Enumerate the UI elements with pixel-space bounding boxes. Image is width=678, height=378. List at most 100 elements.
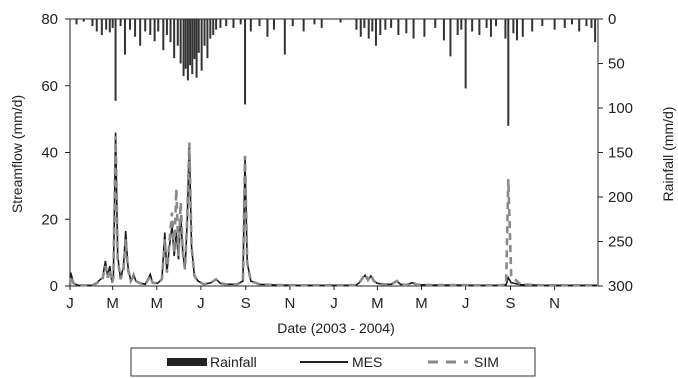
rainfall-bar: [521, 19, 524, 37]
rainfall-bar: [162, 19, 165, 51]
rainfall-bar: [397, 19, 400, 36]
rainfall-bar: [184, 19, 187, 69]
rainfall-bar: [541, 19, 544, 27]
rainfall-bar: [232, 19, 235, 28]
left-axis-tick-label: 0: [50, 278, 58, 295]
rainfall-bar: [355, 19, 358, 30]
rainfall-bar: [570, 19, 573, 25]
x-axis-tick-label: M: [106, 295, 119, 312]
sim-series-line: [68, 135, 598, 287]
left-axis-tick-label: 40: [41, 145, 58, 162]
rainfall-bar: [195, 19, 198, 78]
rainfall-bar: [209, 19, 212, 39]
rainfall-bar: [367, 19, 370, 39]
rainfall-bar: [359, 19, 362, 37]
rainfall-bar: [594, 19, 597, 43]
rainfall-bar: [244, 19, 247, 105]
right-axis-tick-label: 100: [608, 100, 633, 117]
rainfall-bar: [291, 19, 294, 27]
rainfall-bar: [374, 19, 377, 46]
rainfall-bar: [302, 19, 305, 32]
rainfall-bar: [100, 19, 103, 36]
rainfall-bar: [449, 19, 452, 57]
right-axis-tick-label: 50: [608, 56, 625, 73]
x-axis-tick-label: J: [462, 295, 470, 312]
rainfall-bar: [456, 19, 459, 36]
rainfall-bar: [313, 19, 316, 25]
rainfall-bar: [176, 19, 179, 46]
right-axis-tick-label: 250: [608, 234, 633, 251]
rainfall-bar: [442, 19, 445, 41]
rainfall-bar: [471, 19, 474, 32]
rainfall-bar: [206, 19, 209, 59]
rainfall-bar: [191, 19, 194, 75]
rainfall-bar: [129, 19, 132, 30]
x-axis-tick-label: J: [66, 295, 74, 312]
rainfall-bar: [515, 19, 518, 41]
rainfall-bar: [460, 19, 463, 30]
left-axis-title: Streamflow (mm/d): [9, 95, 25, 213]
rainfall-bar: [179, 19, 182, 64]
left-axis-tick-label: 20: [41, 211, 58, 228]
rainfall-bar: [225, 19, 228, 27]
rainfall-bar: [134, 19, 137, 37]
legend-mes-label: MES: [352, 354, 382, 370]
rainfall-bar: [114, 19, 117, 101]
rainfall-bar: [157, 19, 160, 32]
rainfall-bar: [266, 19, 269, 37]
rainfall-bar: [272, 19, 275, 30]
x-axis-tick-label: M: [371, 295, 384, 312]
rainfall-bar: [504, 19, 507, 39]
rainfall-bar: [585, 19, 588, 27]
right-axis-title: Rainfall (mm/d): [660, 107, 676, 202]
x-axis-title: Date (2003 - 2004): [277, 320, 395, 336]
rainfall-bar: [249, 19, 252, 32]
rainfall-bar: [165, 19, 168, 36]
rainfall-bar: [139, 19, 142, 46]
rainfall-bar: [95, 19, 98, 32]
right-axis-tick-label: 200: [608, 189, 633, 206]
rainfall-bars: [75, 19, 597, 126]
rainfall-bar: [412, 19, 415, 39]
rainfall-bar: [189, 19, 192, 66]
rainfall-bar: [464, 19, 467, 89]
rainfall-bar: [379, 19, 382, 36]
left-axis-tick-label: 80: [41, 11, 58, 28]
rainfall-bar: [563, 19, 566, 28]
rainfall-bar: [153, 19, 156, 42]
rainfall-bar: [144, 19, 147, 32]
rainfall-bar: [507, 19, 510, 126]
rainfall-bar: [384, 19, 387, 30]
rainfall-bar: [590, 19, 593, 28]
rainfall-bar: [405, 19, 408, 34]
rainfall-bar: [123, 19, 126, 55]
rainfall-bar: [197, 19, 200, 53]
rainfall-bar: [258, 19, 261, 27]
rainfall-bar: [339, 19, 342, 23]
plot-frame: [69, 18, 599, 287]
streamflow-lines: [68, 132, 598, 287]
x-axis-tick-label: S: [241, 295, 251, 312]
mes-series-line: [69, 132, 598, 287]
rainfall-bar: [485, 19, 488, 28]
rainfall-bar: [390, 19, 393, 28]
rainfall-bar: [478, 19, 481, 36]
rainfall-bar: [215, 19, 218, 30]
rainfall-bar: [531, 19, 534, 32]
rainfall-bar: [578, 19, 581, 32]
x-axis-tick-label: J: [197, 295, 205, 312]
x-axis-tick-label: N: [284, 295, 295, 312]
legend-rainfall-label: Rainfall: [210, 354, 257, 370]
axes: 0 20 40 60 80 0 50 100 150 200 250 300 J M M J S N J M M J S N: [41, 11, 633, 312]
rainfall-bar: [434, 19, 437, 28]
x-axis-tick-label: M: [151, 295, 164, 312]
x-axis-tick-label: S: [505, 295, 515, 312]
right-axis-tick-label: 150: [608, 145, 633, 162]
rainfall-bar: [82, 19, 85, 22]
rainfall-bar: [512, 19, 515, 34]
rainfall-bar: [108, 19, 111, 33]
rainfall-bar: [173, 19, 176, 59]
right-axis-tick-label: 0: [608, 11, 616, 28]
right-axis-tick-label: 300: [608, 278, 633, 295]
